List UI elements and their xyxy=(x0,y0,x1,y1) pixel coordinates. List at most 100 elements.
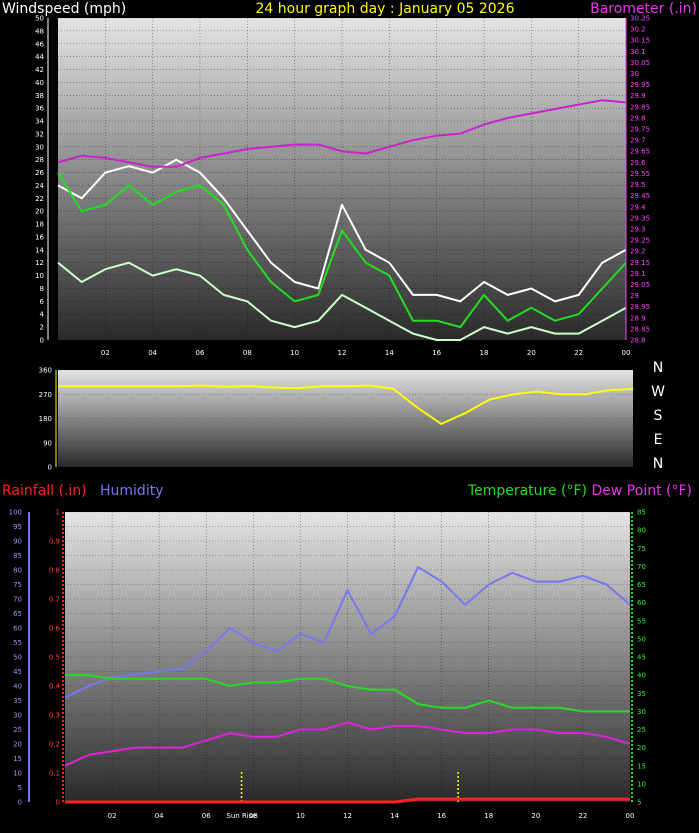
lower-x-tick-label: 12 xyxy=(343,812,352,820)
barometer-y-tick-label: 29.2 xyxy=(630,248,646,256)
humidity-y-tick-label: 30 xyxy=(13,712,22,720)
barometer-y-tick-label: 28.9 xyxy=(630,314,646,322)
barometer-y-tick-label: 29.35 xyxy=(630,214,650,222)
wind-low-line xyxy=(57,261,627,341)
humidity-y-tick-label: 20 xyxy=(13,741,22,749)
barometer-y-tick-label: 29 xyxy=(630,292,639,300)
lower-x-tick-label: 06 xyxy=(202,812,211,820)
wind-y-tick-label: 42 xyxy=(35,66,44,74)
humidity-y-tick-label: 75 xyxy=(13,581,22,589)
wind-y-tick-label: 26 xyxy=(35,169,44,177)
barometer-y-tick-label: 30.15 xyxy=(630,37,650,45)
wind-y-tick-label: 24 xyxy=(35,182,44,190)
wind-y-tick-label: 28 xyxy=(35,156,44,164)
wind-y-tick-label: 36 xyxy=(35,105,44,113)
wind-y-tick-label: 10 xyxy=(35,272,44,280)
wind-x-tick-label: 22 xyxy=(574,349,583,357)
direction-y-tick-label: 90 xyxy=(43,439,52,447)
direction-y-tick-label: 270 xyxy=(39,391,52,399)
humidity-y-tick-label: 60 xyxy=(13,625,22,633)
humidity-y-tick-label: 55 xyxy=(13,639,22,647)
rainfall-line xyxy=(65,797,630,804)
wind-y-tick-label: 2 xyxy=(40,324,44,332)
humidity-y-tick-label: 5 xyxy=(18,784,22,792)
humidity-y-tick-label: 95 xyxy=(13,523,22,531)
lower-x-tick-label: 00 xyxy=(626,812,635,820)
wind-y-tick-label: 8 xyxy=(40,285,44,293)
wind-y-tick-label: 50 xyxy=(35,15,44,23)
temperature-axis-label: Temperature (°F) xyxy=(467,483,587,499)
compass-label-n-bottom: N xyxy=(653,456,663,472)
wind-x-tick-label: 20 xyxy=(527,349,536,357)
compass-label-n-top: N xyxy=(653,360,663,376)
temperature-line xyxy=(65,674,630,713)
barometer-y-tick-label: 29.8 xyxy=(630,114,646,122)
temperature-y-tick-label: 70 xyxy=(637,563,646,571)
barometer-line xyxy=(57,99,627,168)
wind-gust-line xyxy=(57,158,627,303)
barometer-y-tick-label: 29.25 xyxy=(630,237,650,245)
barometer-y-tick-label: 29.65 xyxy=(630,148,650,156)
wind-y-tick-label: 30 xyxy=(35,143,44,151)
humidity-axis-label: Humidity xyxy=(100,483,163,499)
wind-y-tick-label: 44 xyxy=(35,53,44,61)
sunrise-label: Sun Rise xyxy=(226,812,256,820)
barometer-y-tick-label: 29.6 xyxy=(630,159,646,167)
barometer-axis-label: Barometer (.in) xyxy=(590,1,697,17)
lower-x-tick-label: 08 xyxy=(249,812,258,820)
wind-y-tick-label: 18 xyxy=(35,221,44,229)
wind-y-tick-label: 34 xyxy=(35,118,44,126)
temperature-y-tick-label: 10 xyxy=(637,780,646,788)
wind-x-tick-label: 06 xyxy=(196,349,205,357)
barometer-y-tick-label: 30.05 xyxy=(630,59,650,67)
temperature-y-tick-label: 85 xyxy=(637,509,646,517)
rain-y-tick-label: 0.5 xyxy=(49,654,60,662)
compass-label-s: S xyxy=(654,408,663,424)
humidity-y-tick-label: 0 xyxy=(18,799,22,807)
wind-y-tick-label: 48 xyxy=(35,27,44,35)
barometer-y-tick-label: 29.7 xyxy=(630,137,646,145)
wind-y-tick-label: 12 xyxy=(35,259,44,267)
humidity-y-tick-label: 50 xyxy=(13,654,22,662)
humidity-y-tick-label: 100 xyxy=(9,509,22,517)
barometer-y-tick-label: 28.85 xyxy=(630,325,650,333)
lower-x-tick-label: 16 xyxy=(437,812,446,820)
wind-y-tick-label: 22 xyxy=(35,195,44,203)
rain-y-tick-label: 0.3 xyxy=(49,712,60,720)
rainfall-axis-label: Rainfall (.in) xyxy=(2,483,87,499)
humidity-y-tick-label: 10 xyxy=(13,770,22,778)
wind-x-tick-label: 00 xyxy=(622,349,631,357)
humidity-y-tick-label: 85 xyxy=(13,552,22,560)
barometer-y-tick-label: 29.5 xyxy=(630,181,646,189)
temperature-y-tick-label: 75 xyxy=(637,545,646,553)
humidity-y-tick-label: 15 xyxy=(13,755,22,763)
compass-label-w: W xyxy=(651,384,665,400)
barometer-y-tick-label: 29.85 xyxy=(630,103,650,111)
temperature-y-tick-label: 65 xyxy=(637,581,646,589)
wind-x-tick-label: 08 xyxy=(243,349,252,357)
rain-y-tick-label: 0.8 xyxy=(49,567,60,575)
barometer-y-tick-label: 29.15 xyxy=(630,259,650,267)
lower-x-tick-label: 22 xyxy=(578,812,587,820)
humidity-y-tick-label: 40 xyxy=(13,683,22,691)
rain-y-tick-label: 0 xyxy=(56,799,60,807)
barometer-y-tick-label: 29.9 xyxy=(630,92,646,100)
temperature-y-tick-label: 35 xyxy=(637,690,646,698)
temperature-y-tick-label: 15 xyxy=(637,762,646,770)
wind-y-tick-label: 0 xyxy=(40,337,44,345)
wind-x-tick-label: 02 xyxy=(101,349,110,357)
lower-x-tick-label: 02 xyxy=(108,812,117,820)
barometer-y-tick-label: 29.3 xyxy=(630,225,646,233)
wind-y-tick-label: 4 xyxy=(40,311,45,319)
rain-y-tick-label: 0.2 xyxy=(49,741,60,749)
wind-average-line xyxy=(57,172,627,329)
lower-x-tick-label: 20 xyxy=(531,812,540,820)
wind-y-tick-label: 14 xyxy=(35,246,44,254)
temperature-y-tick-label: 40 xyxy=(637,672,646,680)
temperature-y-tick-label: 45 xyxy=(637,654,646,662)
temperature-y-tick-label: 20 xyxy=(637,744,646,752)
lower-x-tick-label: 18 xyxy=(484,812,493,820)
wind-x-tick-label: 10 xyxy=(290,349,299,357)
wind-x-tick-label: 12 xyxy=(338,349,347,357)
